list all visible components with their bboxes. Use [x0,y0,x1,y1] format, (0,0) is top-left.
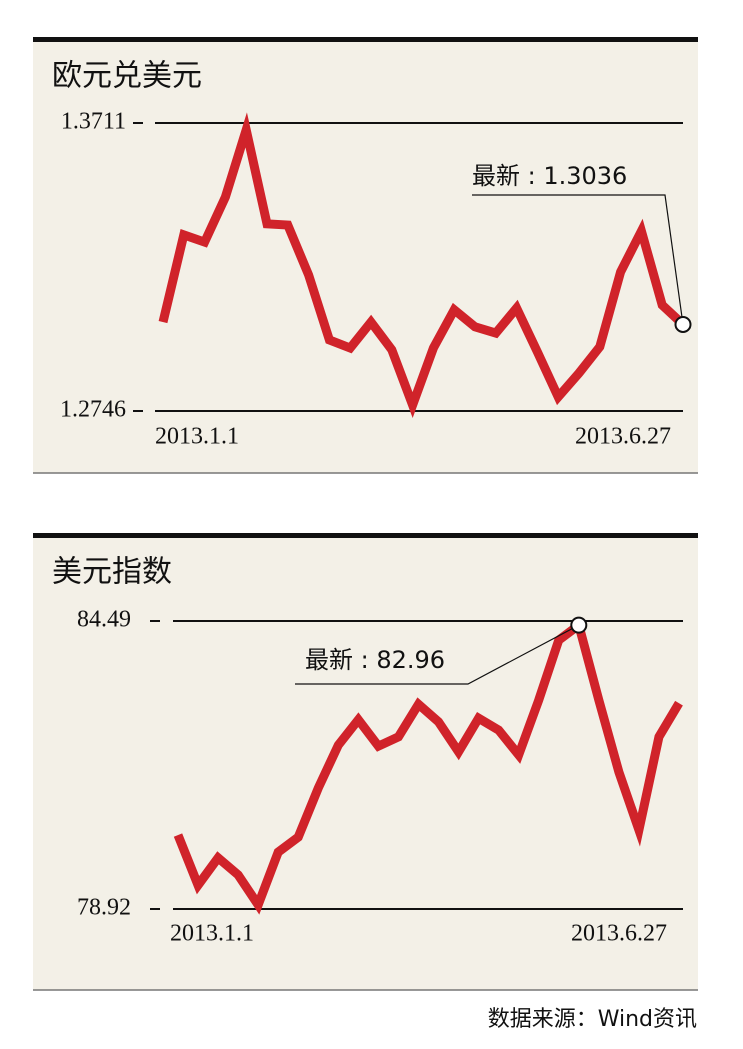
series-line [158,112,687,418]
series-line [173,617,683,915]
panel-background [33,37,698,473]
highlight-point [674,315,692,333]
annotation: 最新 : 82.96 [305,646,445,674]
annotation-leader [472,194,684,325]
source: 数据来源：Wind资讯 [488,1007,697,1032]
chart-title: 美元指数 [52,555,172,590]
x-tick-label: 2013.1.1 [170,921,254,947]
annotation: 最新 : 1.3036 [472,162,627,190]
panel-background [33,533,698,990]
x-tick-label: 2013.1.1 [155,424,239,450]
panel-top-bar [33,37,698,42]
highlight-point [570,616,588,634]
chart-title: 欧元兑美元 [52,59,202,94]
y-tick-label: 84.49 [77,607,131,633]
y-tick-label: 1.2746 [60,397,126,423]
annotation-leader [295,624,580,685]
y-tick-label: 78.92 [77,895,131,921]
panel-top-bar [33,533,698,538]
x-tick-label: 2013.6.27 [571,921,667,947]
y-tick-label: 1.3711 [61,109,126,135]
x-tick-label: 2013.6.27 [575,424,671,450]
